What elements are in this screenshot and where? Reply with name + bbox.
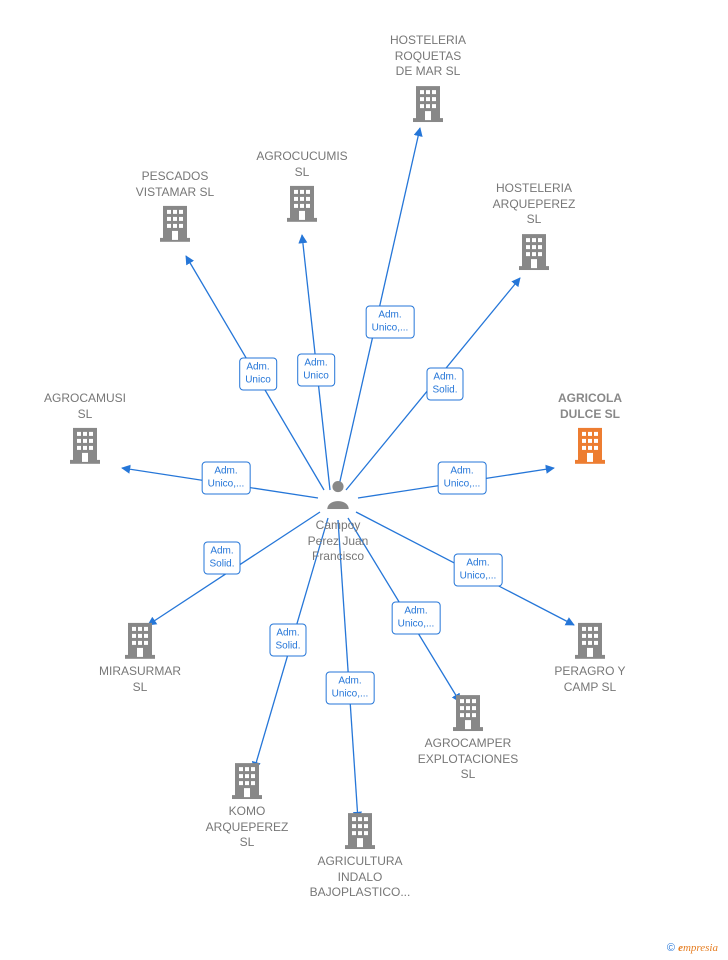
company-label: PERAGRO YCAMP SL [530,664,650,695]
center-person-node: CampoyPerez JuanFrancisco [278,479,398,565]
building-icon [451,693,485,731]
building-icon [230,761,264,799]
company-node-agrocucumis: AGROCUCUMISSL [242,149,362,227]
company-node-peragro_camp: PERAGRO YCAMP SL [530,621,650,699]
company-label: AGRICULTURAINDALOBAJOPLASTICO... [300,854,420,901]
building-icon [573,621,607,659]
company-node-hosteleria_arqueperez: HOSTELERIAARQUEPEREZSL [474,181,594,275]
credit: © empresia [667,942,718,954]
company-node-komo_arqueperez: KOMOARQUEPEREZSL [187,761,307,855]
edge-label: Adm.Unico,... [366,306,415,339]
building-icon [517,232,551,270]
company-label: AGROCAMPEREXPLOTACIONESSL [408,736,528,783]
company-label: HOSTELERIAROQUETASDE MAR SL [368,33,488,80]
company-node-hosteleria_roquetas: HOSTELERIAROQUETASDE MAR SL [368,33,488,127]
edge-label: Adm.Unico,... [392,602,441,635]
building-icon [68,426,102,464]
company-label: MIRASURMARSL [80,664,200,695]
center-person-label: CampoyPerez JuanFrancisco [278,518,398,565]
building-icon [158,204,192,242]
edge-line [338,520,358,820]
building-icon [285,184,319,222]
edge-label: Adm.Unico,... [202,462,251,495]
company-node-mirasurmar: MIRASURMARSL [80,621,200,699]
company-node-agrocamper: AGROCAMPEREXPLOTACIONESSL [408,693,528,787]
edge-label: Adm.Unico [297,354,335,387]
edge-label: Adm.Unico,... [438,462,487,495]
building-icon [411,84,445,122]
building-icon [343,811,377,849]
company-node-agrocamusi: AGROCAMUSISL [25,391,145,469]
company-node-agricola_dulce: AGRICOLADULCE SL [530,391,650,469]
company-label: PESCADOSVISTAMAR SL [115,169,235,200]
edge-label: Adm.Unico [239,358,277,391]
edge-label: Adm.Unico,... [326,672,375,705]
edge-label: Adm.Solid. [426,368,463,401]
company-node-agricultura_indalo: AGRICULTURAINDALOBAJOPLASTICO... [300,811,420,905]
building-icon [573,426,607,464]
company-label: AGROCAMUSISL [25,391,145,422]
company-label: AGRICOLADULCE SL [530,391,650,422]
credit-copyright: © [667,942,675,954]
company-label: HOSTELERIAARQUEPEREZSL [474,181,594,228]
company-label: KOMOARQUEPEREZSL [187,804,307,851]
edge-label: Adm.Solid. [203,542,240,575]
building-icon [123,621,157,659]
company-label: AGROCUCUMISSL [242,149,362,180]
company-node-pescados_vistamar: PESCADOSVISTAMAR SL [115,169,235,247]
edge-label: Adm.Solid. [269,624,306,657]
credit-brand: mpresia [683,942,718,954]
person-icon [325,479,351,509]
edge-label: Adm.Unico,... [454,554,503,587]
